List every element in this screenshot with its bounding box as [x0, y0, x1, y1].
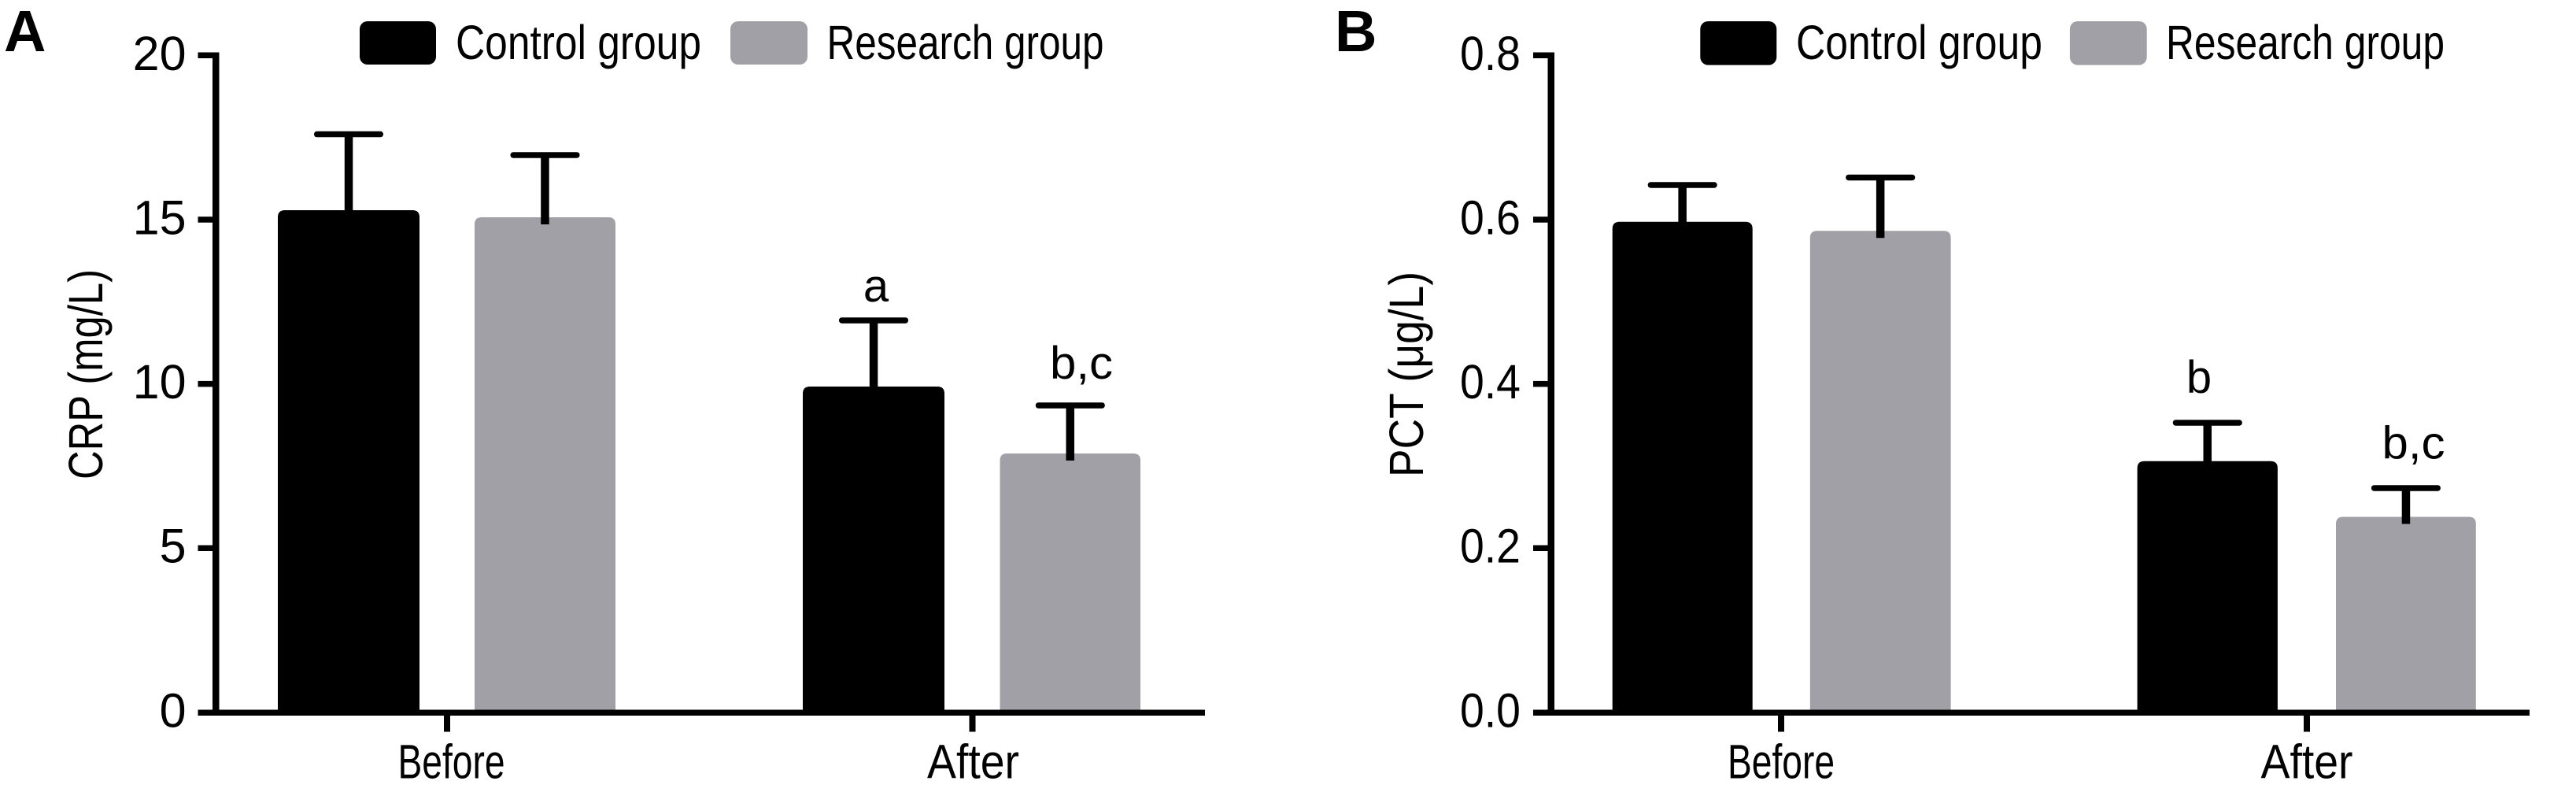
svg-text:10: 10	[133, 355, 187, 409]
svg-text:b,c: b,c	[2382, 417, 2445, 468]
svg-text:PCT (μg/L): PCT (μg/L)	[1380, 272, 1433, 477]
svg-text:B: B	[1335, 0, 1377, 64]
svg-text:CRP (mg/L): CRP (mg/L)	[59, 269, 113, 479]
svg-text:5: 5	[160, 520, 187, 573]
svg-text:Research group: Research group	[2166, 16, 2445, 69]
svg-text:Control group: Control group	[456, 16, 701, 69]
svg-text:0.6: 0.6	[1460, 191, 1521, 245]
svg-text:A: A	[4, 0, 46, 64]
svg-text:0.4: 0.4	[1460, 355, 1521, 409]
svg-text:b: b	[2186, 352, 2212, 403]
svg-text:Before: Before	[1728, 735, 1835, 789]
svg-text:0.2: 0.2	[1460, 520, 1521, 573]
svg-text:a: a	[863, 261, 889, 312]
svg-text:b,c: b,c	[1050, 338, 1113, 389]
svg-text:15: 15	[133, 191, 187, 245]
svg-text:After: After	[2261, 735, 2353, 789]
svg-text:0.8: 0.8	[1460, 27, 1521, 80]
svg-text:20: 20	[133, 27, 187, 80]
svg-text:After: After	[927, 735, 1019, 789]
svg-text:0: 0	[160, 684, 187, 738]
svg-text:0.0: 0.0	[1460, 684, 1521, 738]
svg-text:Research group: Research group	[827, 16, 1104, 69]
svg-text:Before: Before	[398, 735, 505, 789]
svg-text:Control group: Control group	[1796, 16, 2042, 69]
